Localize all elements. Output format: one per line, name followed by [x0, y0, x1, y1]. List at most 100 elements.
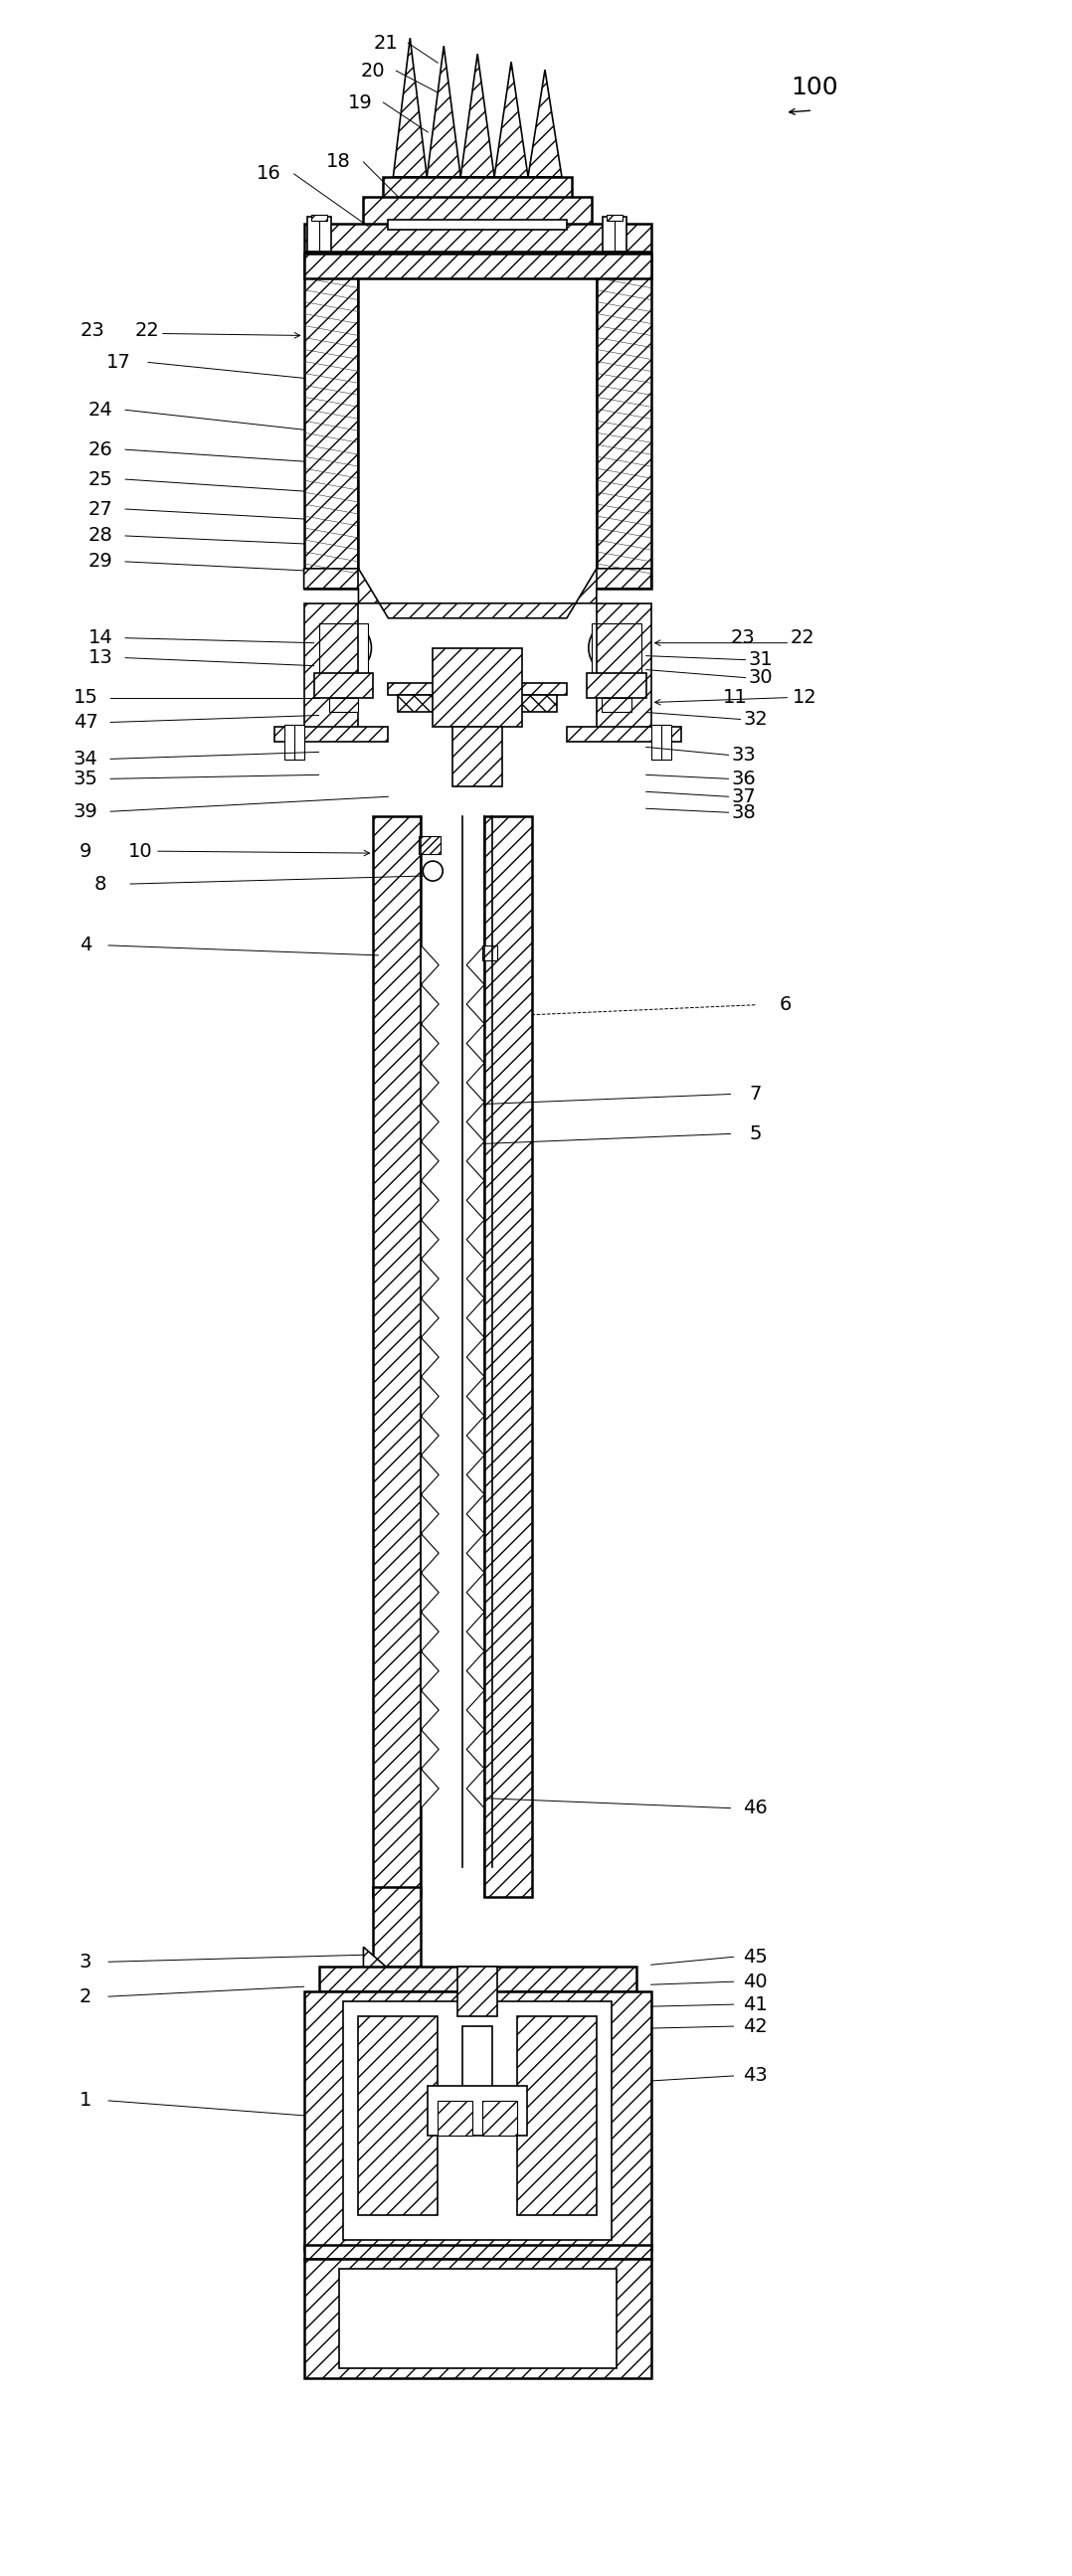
Polygon shape	[466, 1728, 485, 1770]
Polygon shape	[421, 984, 438, 1023]
Bar	[602, 216, 626, 252]
Text: 22: 22	[135, 322, 160, 340]
Polygon shape	[421, 945, 438, 984]
Text: 7: 7	[749, 1084, 761, 1103]
Text: 40: 40	[743, 1973, 768, 1991]
Bar	[485, 817, 532, 1899]
Bar	[303, 603, 358, 732]
Text: 4: 4	[79, 935, 92, 956]
Polygon shape	[466, 1141, 485, 1180]
Bar	[303, 224, 651, 252]
Text: 18: 18	[326, 152, 351, 173]
Text: 9: 9	[79, 842, 92, 860]
Text: 17: 17	[106, 353, 131, 371]
Polygon shape	[466, 1613, 485, 1651]
Text: 23: 23	[80, 322, 105, 340]
Polygon shape	[427, 46, 461, 178]
Bar	[607, 252, 622, 258]
Polygon shape	[466, 1376, 485, 1417]
Text: 5: 5	[749, 1123, 761, 1144]
Polygon shape	[466, 1221, 485, 1260]
Bar	[517, 2017, 596, 2215]
Bar	[592, 623, 641, 672]
Bar	[358, 2017, 437, 2215]
Polygon shape	[466, 1770, 485, 1808]
Bar	[373, 817, 421, 1899]
Polygon shape	[466, 1533, 485, 1574]
Text: 13: 13	[88, 649, 113, 667]
Bar	[318, 1968, 636, 1991]
Polygon shape	[421, 1494, 438, 1533]
Bar	[311, 252, 327, 258]
Bar	[463, 2027, 492, 2105]
Text: 24: 24	[88, 399, 113, 420]
Text: 45: 45	[743, 1947, 768, 1965]
Text: 27: 27	[88, 500, 113, 518]
Bar	[482, 945, 497, 961]
Polygon shape	[466, 1298, 485, 1337]
Text: 38: 38	[731, 804, 756, 822]
Polygon shape	[421, 1141, 438, 1180]
Bar	[482, 2099, 517, 2136]
Text: 28: 28	[88, 526, 113, 546]
Polygon shape	[421, 1728, 438, 1770]
Polygon shape	[421, 1064, 438, 1103]
Polygon shape	[421, 1376, 438, 1417]
Polygon shape	[466, 1023, 485, 1064]
Polygon shape	[421, 1574, 438, 1613]
Bar	[384, 178, 571, 222]
Polygon shape	[466, 1690, 485, 1728]
Text: 41: 41	[743, 1994, 768, 2014]
Text: 36: 36	[731, 770, 756, 788]
Text: 11: 11	[723, 688, 747, 706]
Text: 30: 30	[748, 667, 773, 688]
Bar	[452, 726, 503, 786]
Text: 12: 12	[792, 688, 817, 706]
Bar	[303, 2259, 651, 2378]
Text: 16: 16	[257, 165, 282, 183]
Bar	[388, 219, 567, 229]
Text: 33: 33	[731, 744, 756, 765]
Text: 47: 47	[73, 714, 98, 732]
Bar	[398, 696, 556, 714]
Polygon shape	[466, 1651, 485, 1690]
Text: 46: 46	[743, 1798, 768, 1819]
Bar	[344, 2002, 611, 2239]
Text: 14: 14	[88, 629, 113, 647]
Text: 23: 23	[731, 629, 756, 647]
Bar	[651, 726, 671, 760]
Text: 6: 6	[778, 994, 791, 1015]
Bar	[314, 672, 373, 698]
Polygon shape	[466, 1260, 485, 1298]
Text: 31: 31	[748, 649, 773, 670]
Text: 2: 2	[79, 1986, 92, 2007]
Polygon shape	[596, 252, 651, 587]
Text: 22: 22	[790, 629, 815, 647]
Polygon shape	[421, 1298, 438, 1337]
Polygon shape	[421, 1180, 438, 1221]
Polygon shape	[421, 1337, 438, 1376]
Polygon shape	[421, 1260, 438, 1298]
Text: 15: 15	[73, 688, 98, 706]
Polygon shape	[466, 1180, 485, 1221]
Bar	[458, 1968, 497, 2017]
Bar	[311, 214, 327, 222]
Polygon shape	[421, 1651, 438, 1690]
Text: 20: 20	[361, 62, 386, 80]
Polygon shape	[421, 1613, 438, 1651]
Bar	[307, 216, 330, 252]
Polygon shape	[421, 1690, 438, 1728]
Polygon shape	[466, 945, 485, 984]
Bar	[303, 1991, 651, 2249]
Polygon shape	[466, 1337, 485, 1376]
Polygon shape	[466, 1455, 485, 1494]
Polygon shape	[466, 1494, 485, 1533]
Bar	[433, 649, 522, 726]
Polygon shape	[421, 1770, 438, 1808]
Polygon shape	[466, 1103, 485, 1141]
Text: 21: 21	[374, 33, 399, 52]
Polygon shape	[421, 1533, 438, 1574]
Bar	[329, 698, 358, 714]
Bar	[373, 1888, 421, 1968]
Bar	[388, 683, 567, 696]
